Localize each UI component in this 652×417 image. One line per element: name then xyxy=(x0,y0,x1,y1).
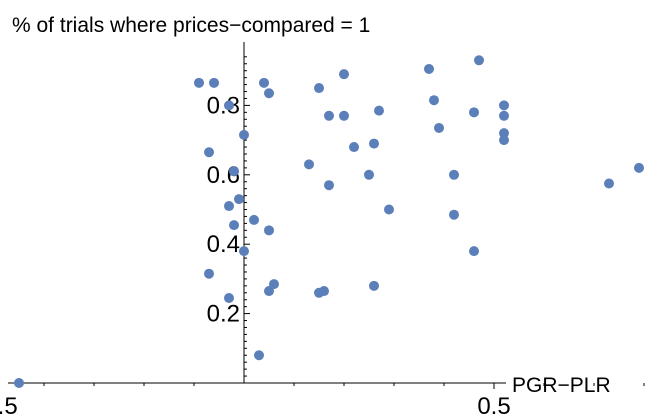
data-point xyxy=(194,77,204,88)
data-point xyxy=(634,162,644,173)
data-point xyxy=(224,100,234,111)
data-point xyxy=(239,246,249,257)
data-point xyxy=(369,280,379,291)
data-point xyxy=(499,128,509,139)
data-point xyxy=(424,63,434,74)
data-point xyxy=(499,135,509,146)
data-point xyxy=(249,214,259,225)
data-point xyxy=(374,105,384,116)
y-tick-label: 0.4 xyxy=(207,231,240,258)
data-point xyxy=(239,129,249,140)
data-point xyxy=(224,201,234,212)
data-point xyxy=(229,220,239,231)
data-point xyxy=(324,180,334,191)
data-point xyxy=(604,178,614,189)
data-point xyxy=(364,169,374,180)
data-point xyxy=(429,95,439,106)
y-tick-label: 0.2 xyxy=(207,301,240,328)
data-point xyxy=(474,55,484,66)
data-point xyxy=(14,378,24,388)
y-axis-minor-ticks xyxy=(244,56,247,377)
y-axis-title: % of trials where prices−compared = 1 xyxy=(12,14,370,37)
data-point xyxy=(499,100,509,111)
axes xyxy=(8,42,506,384)
x-axis-ticks: −0.50.51 xyxy=(0,383,511,417)
data-point xyxy=(264,225,274,236)
y-axis-ticks: 0.20.40.60.8 xyxy=(207,92,250,328)
data-point xyxy=(339,110,349,121)
data-point xyxy=(449,169,459,180)
data-point xyxy=(264,286,274,297)
data-point xyxy=(314,83,324,94)
data-point xyxy=(204,147,214,158)
data-point xyxy=(369,138,379,149)
data-point xyxy=(324,110,334,121)
data-point xyxy=(224,292,234,303)
data-point xyxy=(384,204,394,215)
data-point xyxy=(469,246,479,257)
x-tick-label: 0.5 xyxy=(477,393,510,417)
data-point xyxy=(339,69,349,80)
data-point xyxy=(499,110,509,121)
data-point xyxy=(319,286,329,297)
data-point xyxy=(204,268,214,279)
data-point xyxy=(234,194,244,205)
x-tick-label: −0.5 xyxy=(0,393,18,417)
data-point xyxy=(269,279,279,290)
x-axis-minor-ticks xyxy=(43,383,645,386)
data-point xyxy=(349,142,359,153)
data-point xyxy=(254,350,264,361)
data-point xyxy=(259,77,269,88)
data-point xyxy=(469,107,479,118)
data-points xyxy=(14,55,644,388)
data-point xyxy=(434,122,444,133)
data-point xyxy=(209,77,219,88)
data-point xyxy=(449,209,459,220)
data-point xyxy=(229,166,239,177)
data-point xyxy=(264,88,274,99)
data-point xyxy=(304,159,314,170)
x-axis-title: PGR−PLR xyxy=(512,374,611,397)
y-tick-label: 0.8 xyxy=(207,92,240,119)
